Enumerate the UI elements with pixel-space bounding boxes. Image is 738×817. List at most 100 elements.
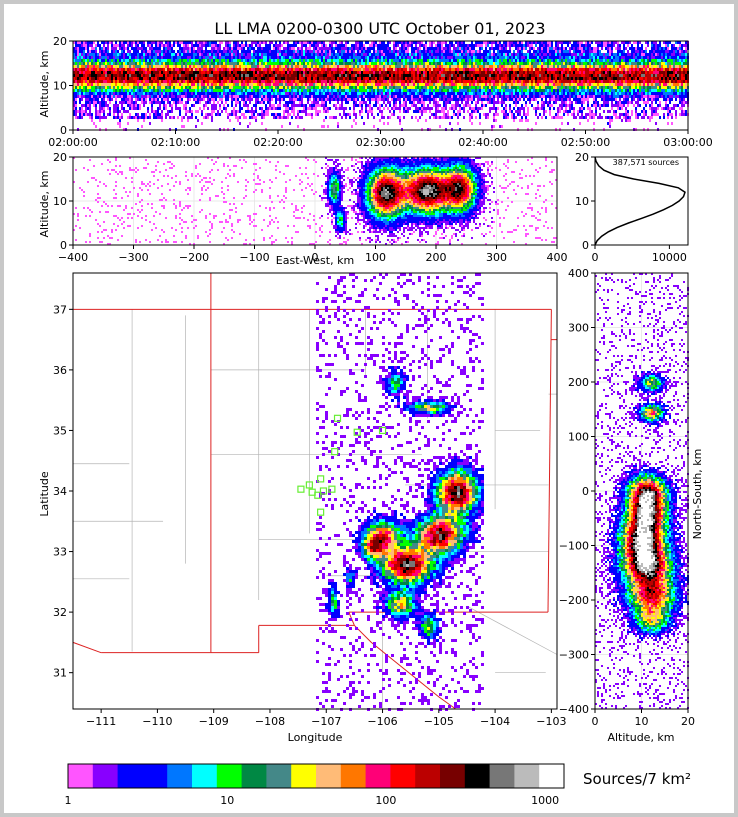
x-tick-label: 300	[486, 251, 507, 264]
colorbar-swatch	[365, 764, 391, 788]
x-tick-label: −110	[142, 715, 172, 728]
colorbar-swatch	[167, 764, 193, 788]
plan-view-panel: −111 −110 −109 −108 −107 −106 −105 −104 −103 31 32…	[53, 272, 566, 728]
colorbar-swatch	[92, 764, 119, 788]
lma-stations	[297, 414, 387, 516]
y-tick-label: 32	[53, 606, 67, 619]
colorbar-tick-label: 1	[65, 794, 72, 807]
plan-ylabel: Latitude	[38, 471, 51, 517]
east-west-panel: −400 −300 −200 −100 0 100 200 300 400 0 10 20	[53, 151, 568, 264]
x-tick-label: 10	[635, 715, 649, 728]
x-tick-label: −106	[367, 715, 397, 728]
x-tick-label: −100	[239, 251, 269, 264]
station-marker	[297, 485, 305, 493]
x-tick-label: 03:00:00	[663, 136, 712, 149]
ns-ylabel: North-South, km	[691, 449, 704, 540]
station-marker	[378, 426, 387, 435]
figure-canvas: LL LMA 0200-0300 UTC October 01, 2023 02…	[38, 19, 713, 807]
colorbar-swatch	[489, 764, 515, 788]
x-tick-label: −104	[480, 715, 510, 728]
y-tick-label: 0	[582, 485, 589, 498]
time-height-density	[73, 41, 689, 131]
colorbar-swatch	[514, 764, 540, 788]
station-marker	[319, 487, 328, 495]
colorbar-swatch	[216, 764, 243, 788]
colorbar-tick-label: 100	[375, 794, 396, 807]
colorbar-swatch	[117, 764, 143, 788]
x-tick-label: −108	[255, 715, 285, 728]
station-marker	[331, 448, 339, 456]
y-tick-label: 20	[575, 151, 589, 164]
y-tick-label: 10	[53, 195, 67, 208]
x-tick-label: −200	[179, 251, 209, 264]
colorbar-swatch	[390, 764, 416, 788]
y-tick-label: 0	[60, 239, 67, 252]
station-marker	[353, 428, 361, 436]
colorbar-swatch	[340, 764, 367, 788]
x-tick-label: 0	[592, 715, 599, 728]
ns-xlabel: Altitude, km	[607, 731, 674, 744]
x-tick-label: 02:30:00	[356, 136, 405, 149]
north-south-density	[595, 273, 689, 709]
x-tick-label: −107	[311, 715, 341, 728]
colorbar-swatch	[316, 764, 342, 788]
station-marker	[305, 481, 313, 489]
chart-title: LL LMA 0200-0300 UTC October 01, 2023	[214, 19, 545, 38]
station-marker	[317, 508, 325, 516]
north-south-panel: 0 10 20 −400 −300 −200 −100 0 100 200 300 400	[559, 267, 695, 728]
y-tick-label: 33	[53, 546, 67, 559]
x-tick-label: −109	[199, 715, 229, 728]
state-boundaries	[72, 273, 557, 710]
y-tick-label: 400	[568, 267, 589, 280]
x-tick-label: 02:20:00	[253, 136, 302, 149]
y-tick-label: 34	[53, 485, 67, 498]
th-ylabel: Altitude, km	[38, 50, 51, 117]
colorbar-swatch	[266, 764, 292, 788]
y-tick-label: 100	[568, 431, 589, 444]
y-tick-label: 10	[53, 80, 67, 93]
x-tick-label: 0	[312, 251, 319, 264]
border-river	[354, 625, 456, 710]
y-tick-label: 31	[53, 667, 67, 680]
y-tick-label: 200	[568, 376, 589, 389]
colorbar-swatch	[440, 764, 466, 788]
colorbar-swatch	[192, 764, 218, 788]
state-line	[72, 641, 102, 654]
y-tick-label: −100	[559, 540, 589, 553]
y-tick-label: 10	[575, 195, 589, 208]
altitude-profile-line	[594, 156, 686, 246]
plan-xlabel: Longitude	[288, 731, 343, 744]
colorbar-frame	[67, 763, 565, 789]
y-tick-label: 0	[582, 239, 589, 252]
colorbar-swatch	[142, 764, 168, 788]
x-tick-label: 02:40:00	[458, 136, 507, 149]
x-tick-label: 200	[426, 251, 447, 264]
colorbar-swatch	[539, 764, 565, 788]
station-marker	[333, 414, 342, 422]
state-line	[547, 309, 552, 613]
colorbar: 1 10 100 1000	[65, 763, 565, 807]
station-marker	[317, 475, 325, 483]
x-tick-label: 20	[681, 715, 695, 728]
y-tick-label: 300	[568, 322, 589, 335]
x-tick-label: 100	[365, 251, 386, 264]
x-tick-label: −300	[118, 251, 148, 264]
x-tick-label: 10000	[652, 251, 687, 264]
colorbar-tick-label: 10	[220, 794, 234, 807]
x-tick-label: −105	[424, 715, 454, 728]
y-tick-label: 35	[53, 424, 67, 437]
colorbar-swatch	[241, 764, 267, 788]
x-tick-label: −103	[536, 715, 566, 728]
x-tick-label: −400	[58, 251, 88, 264]
station-marker	[328, 485, 336, 493]
hist-annotation: 387,571 sources	[613, 158, 679, 167]
x-tick-label: −111	[86, 715, 116, 728]
colorbar-label: Sources/7 km²	[583, 770, 691, 788]
colorbar-swatch	[68, 764, 94, 788]
y-tick-label: 0	[60, 124, 67, 137]
figure: LL LMA 0200-0300 UTC October 01, 2023 02…	[4, 4, 734, 813]
x-tick-label: 400	[547, 251, 568, 264]
east-west-density	[73, 157, 557, 245]
x-tick-label: 02:00:00	[48, 136, 97, 149]
plan-density	[316, 273, 484, 711]
